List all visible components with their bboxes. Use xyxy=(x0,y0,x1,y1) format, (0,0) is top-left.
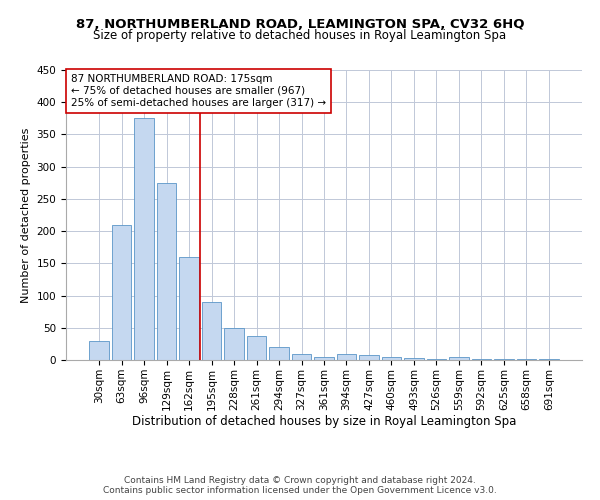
Bar xyxy=(89,340,109,360)
Bar xyxy=(157,183,176,360)
Y-axis label: Number of detached properties: Number of detached properties xyxy=(21,128,31,302)
Bar xyxy=(337,354,356,360)
Bar xyxy=(404,358,424,360)
X-axis label: Distribution of detached houses by size in Royal Leamington Spa: Distribution of detached houses by size … xyxy=(132,416,516,428)
Text: 87, NORTHUMBERLAND ROAD, LEAMINGTON SPA, CV32 6HQ: 87, NORTHUMBERLAND ROAD, LEAMINGTON SPA,… xyxy=(76,18,524,30)
Bar xyxy=(382,357,401,360)
Text: Contains HM Land Registry data © Crown copyright and database right 2024.
Contai: Contains HM Land Registry data © Crown c… xyxy=(103,476,497,495)
Bar xyxy=(247,336,266,360)
Bar xyxy=(359,355,379,360)
Text: 87 NORTHUMBERLAND ROAD: 175sqm
← 75% of detached houses are smaller (967)
25% of: 87 NORTHUMBERLAND ROAD: 175sqm ← 75% of … xyxy=(71,74,326,108)
Bar xyxy=(179,257,199,360)
Bar xyxy=(494,358,514,360)
Bar xyxy=(134,118,154,360)
Text: Size of property relative to detached houses in Royal Leamington Spa: Size of property relative to detached ho… xyxy=(94,29,506,42)
Bar xyxy=(202,302,221,360)
Bar xyxy=(112,224,131,360)
Bar xyxy=(314,357,334,360)
Bar xyxy=(224,328,244,360)
Bar xyxy=(449,357,469,360)
Bar xyxy=(269,347,289,360)
Bar xyxy=(292,354,311,360)
